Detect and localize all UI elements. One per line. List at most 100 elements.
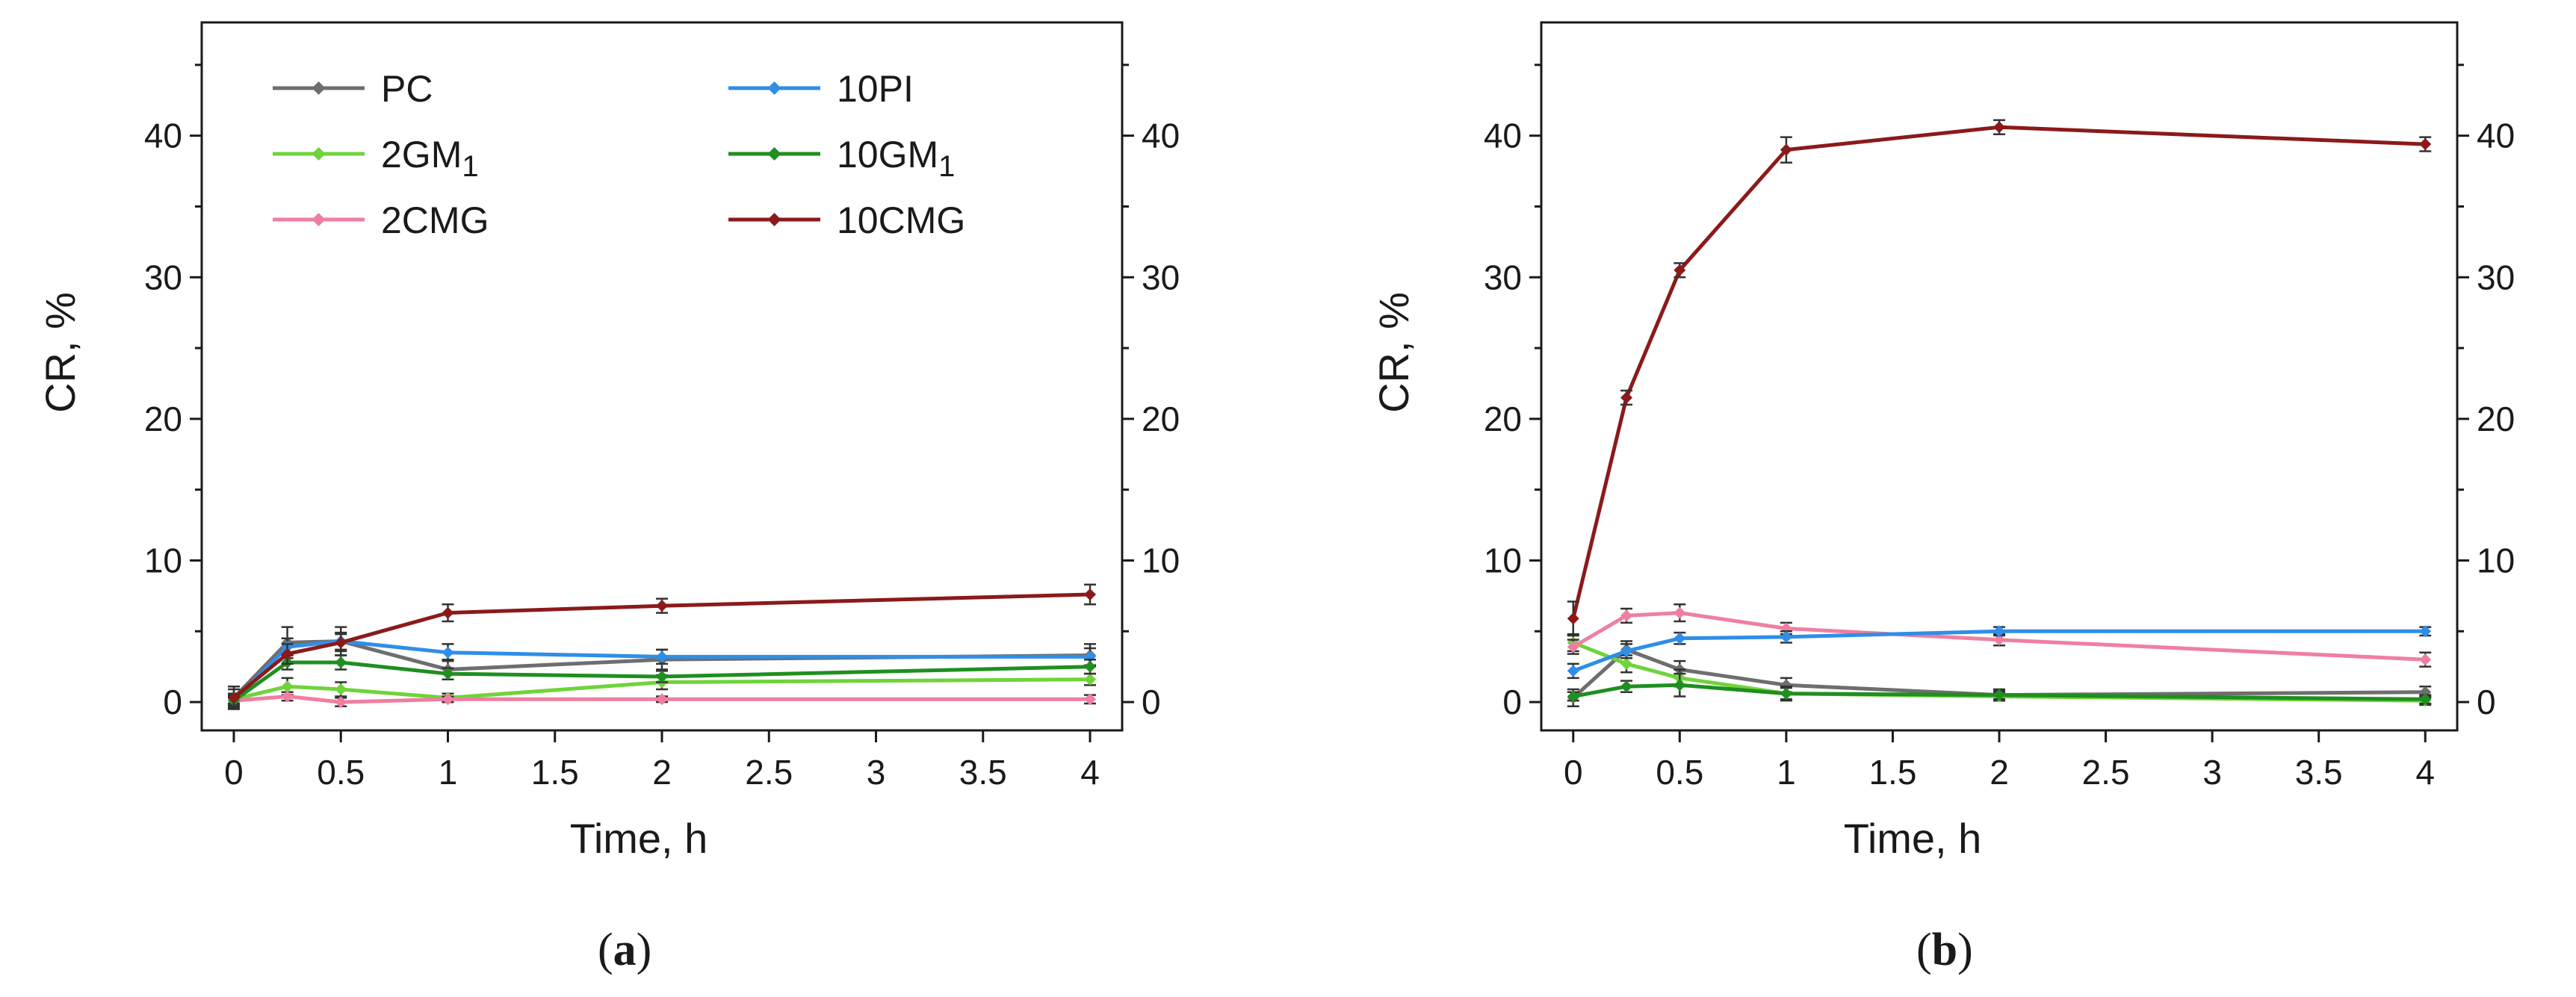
series-line-10gm1 (1573, 683, 2426, 701)
caption-b-close: ) (1957, 925, 1973, 975)
data-point (656, 670, 668, 683)
data-point (281, 690, 294, 703)
legend-item-10gm1: 10GM1 (728, 134, 955, 183)
caption-a-open: ( (598, 925, 613, 975)
data-point (1620, 680, 1633, 693)
series-10gm1-b (1567, 672, 2432, 706)
data-point (1567, 690, 1579, 703)
x-tick-label-b: 2 (1990, 753, 2009, 792)
caption-a: (a) (598, 925, 651, 975)
svg-text:2CMG: 2CMG (381, 199, 489, 241)
data-point (335, 696, 347, 709)
y-tick-label-left-a: 0 (163, 683, 182, 721)
x-tick-label-a: 1 (439, 753, 458, 792)
y-tick-label-right-b: 0 (2477, 683, 2496, 721)
legend-item-2gm1: 2GM1 (273, 134, 479, 183)
svg-text:10CMG: 10CMG (837, 199, 965, 241)
data-point (2419, 625, 2432, 638)
data-point (1993, 689, 2005, 701)
data-point (2419, 693, 2432, 706)
series-line-10cmg (232, 592, 1091, 700)
legend-item-pc: PC (273, 68, 433, 110)
x-tick-label-a: 3.5 (959, 753, 1007, 792)
x-tick-label-b: 1 (1777, 753, 1796, 792)
series-line-10pi (232, 639, 1090, 702)
x-tick-label-a: 2 (652, 753, 672, 792)
legend-label-pc: PC (381, 68, 433, 110)
y-tick-label-right-b: 20 (2477, 400, 2515, 438)
y-tick-label-right-a: 0 (1142, 683, 1161, 721)
legend-label-2gm1-sub: 1 (462, 150, 478, 183)
series-line-2gm1 (233, 677, 1091, 701)
data-point (1567, 612, 1579, 625)
y-tick-label-left-b: 40 (1484, 117, 1522, 155)
x-tick-label-a: 4 (1080, 753, 1100, 792)
svg-text:10PI: 10PI (837, 68, 914, 110)
data-point (281, 647, 294, 660)
y-tick-label-left-a: 30 (144, 258, 182, 296)
legend-item-10pi: 10PI (728, 68, 914, 110)
series-line-10gm1 (232, 660, 1091, 703)
data-point (1084, 660, 1097, 673)
data-point (2419, 138, 2432, 151)
x-tick-label-b: 4 (2415, 753, 2435, 792)
caption-b: (b) (1916, 925, 1973, 975)
y-tick-label-left-a: 10 (144, 541, 182, 580)
panel-a: 0 0 10 10 20 20 30 30 40 40 0 0.5 1 1.5 2 2.5 3 3.5 4 Time… (37, 21, 1180, 975)
y-tick-label-left-b: 10 (1484, 541, 1522, 580)
svg-text:PC: PC (381, 68, 433, 110)
data-point (1674, 606, 1686, 619)
data-point (442, 693, 454, 706)
data-point (2419, 653, 2432, 666)
y-tick-label-right-b: 10 (2477, 541, 2515, 580)
legend: PC 2GM1 2CMG 10PI 10GM1 (273, 68, 965, 241)
y-axis-title-a: CR, % (37, 292, 84, 413)
data-point (1993, 625, 2005, 638)
x-tick-label-b: 0.5 (1656, 753, 1703, 792)
series-line-2cmg (233, 695, 1090, 704)
x-tick-label-a: 3 (867, 753, 886, 792)
y-tick-label-left-b: 30 (1484, 258, 1522, 296)
series-line-10cmg (1571, 125, 2426, 619)
panel-b: 0 0 10 10 20 20 30 30 40 40 0 0.5 1 1.5 2 2.5 3 3.5 4 Time… (1370, 21, 2515, 975)
data-point (335, 683, 347, 696)
legend-label-2gm1: 2GM (381, 134, 462, 176)
x-axis-title-b: Time, h (1844, 815, 1982, 862)
y-axis-title-b: CR, % (1370, 292, 1417, 413)
series-10pi-b (1567, 625, 2432, 680)
x-tick-label-a: 0.5 (317, 753, 365, 792)
y-tick-label-right-a: 10 (1142, 541, 1180, 580)
legend-item-2cmg: 2CMG (273, 199, 489, 241)
data-point (1084, 588, 1097, 600)
data-point (1674, 264, 1686, 276)
data-point (1993, 121, 2005, 134)
caption-a-close: ) (637, 925, 652, 975)
x-tick-label-a: 0 (224, 753, 244, 792)
series-10cmg-a (227, 583, 1097, 708)
data-point (442, 668, 454, 680)
caption-a-letter: a (613, 925, 637, 975)
svg-text:10GM1: 10GM1 (837, 134, 955, 183)
data-point (1993, 633, 2005, 646)
x-tick-label-b: 2.5 (2082, 753, 2130, 792)
y-tick-label-left-b: 0 (1502, 683, 1522, 721)
data-point (1674, 679, 1686, 692)
data-point (1567, 641, 1579, 653)
x-tick-label-a: 2.5 (745, 753, 793, 792)
plot-area-a: 0 0 10 10 20 20 30 30 40 40 0 0.5 1 1.5 2 2.5 3 3.5 4 (144, 21, 1180, 792)
x-tick-label-a: 1.5 (531, 753, 579, 792)
data-point (227, 692, 240, 704)
y-tick-label-right-a: 20 (1142, 400, 1180, 438)
data-point (656, 693, 668, 706)
data-point (1620, 645, 1633, 657)
y-tick-label-left-a: 40 (144, 117, 182, 155)
data-point (1780, 630, 1792, 643)
legend-label-10gm1-sub: 1 (938, 150, 955, 183)
data-point (656, 600, 668, 612)
plot-area-b: 0 0 10 10 20 20 30 30 40 40 0 0.5 1 1.5 2 2.5 3 3.5 4 (1484, 21, 2515, 792)
data-point (1780, 143, 1792, 156)
legend-label-10gm1: 10GM (837, 134, 938, 176)
y-tick-label-right-b: 40 (2477, 117, 2515, 155)
data-point (281, 680, 294, 693)
